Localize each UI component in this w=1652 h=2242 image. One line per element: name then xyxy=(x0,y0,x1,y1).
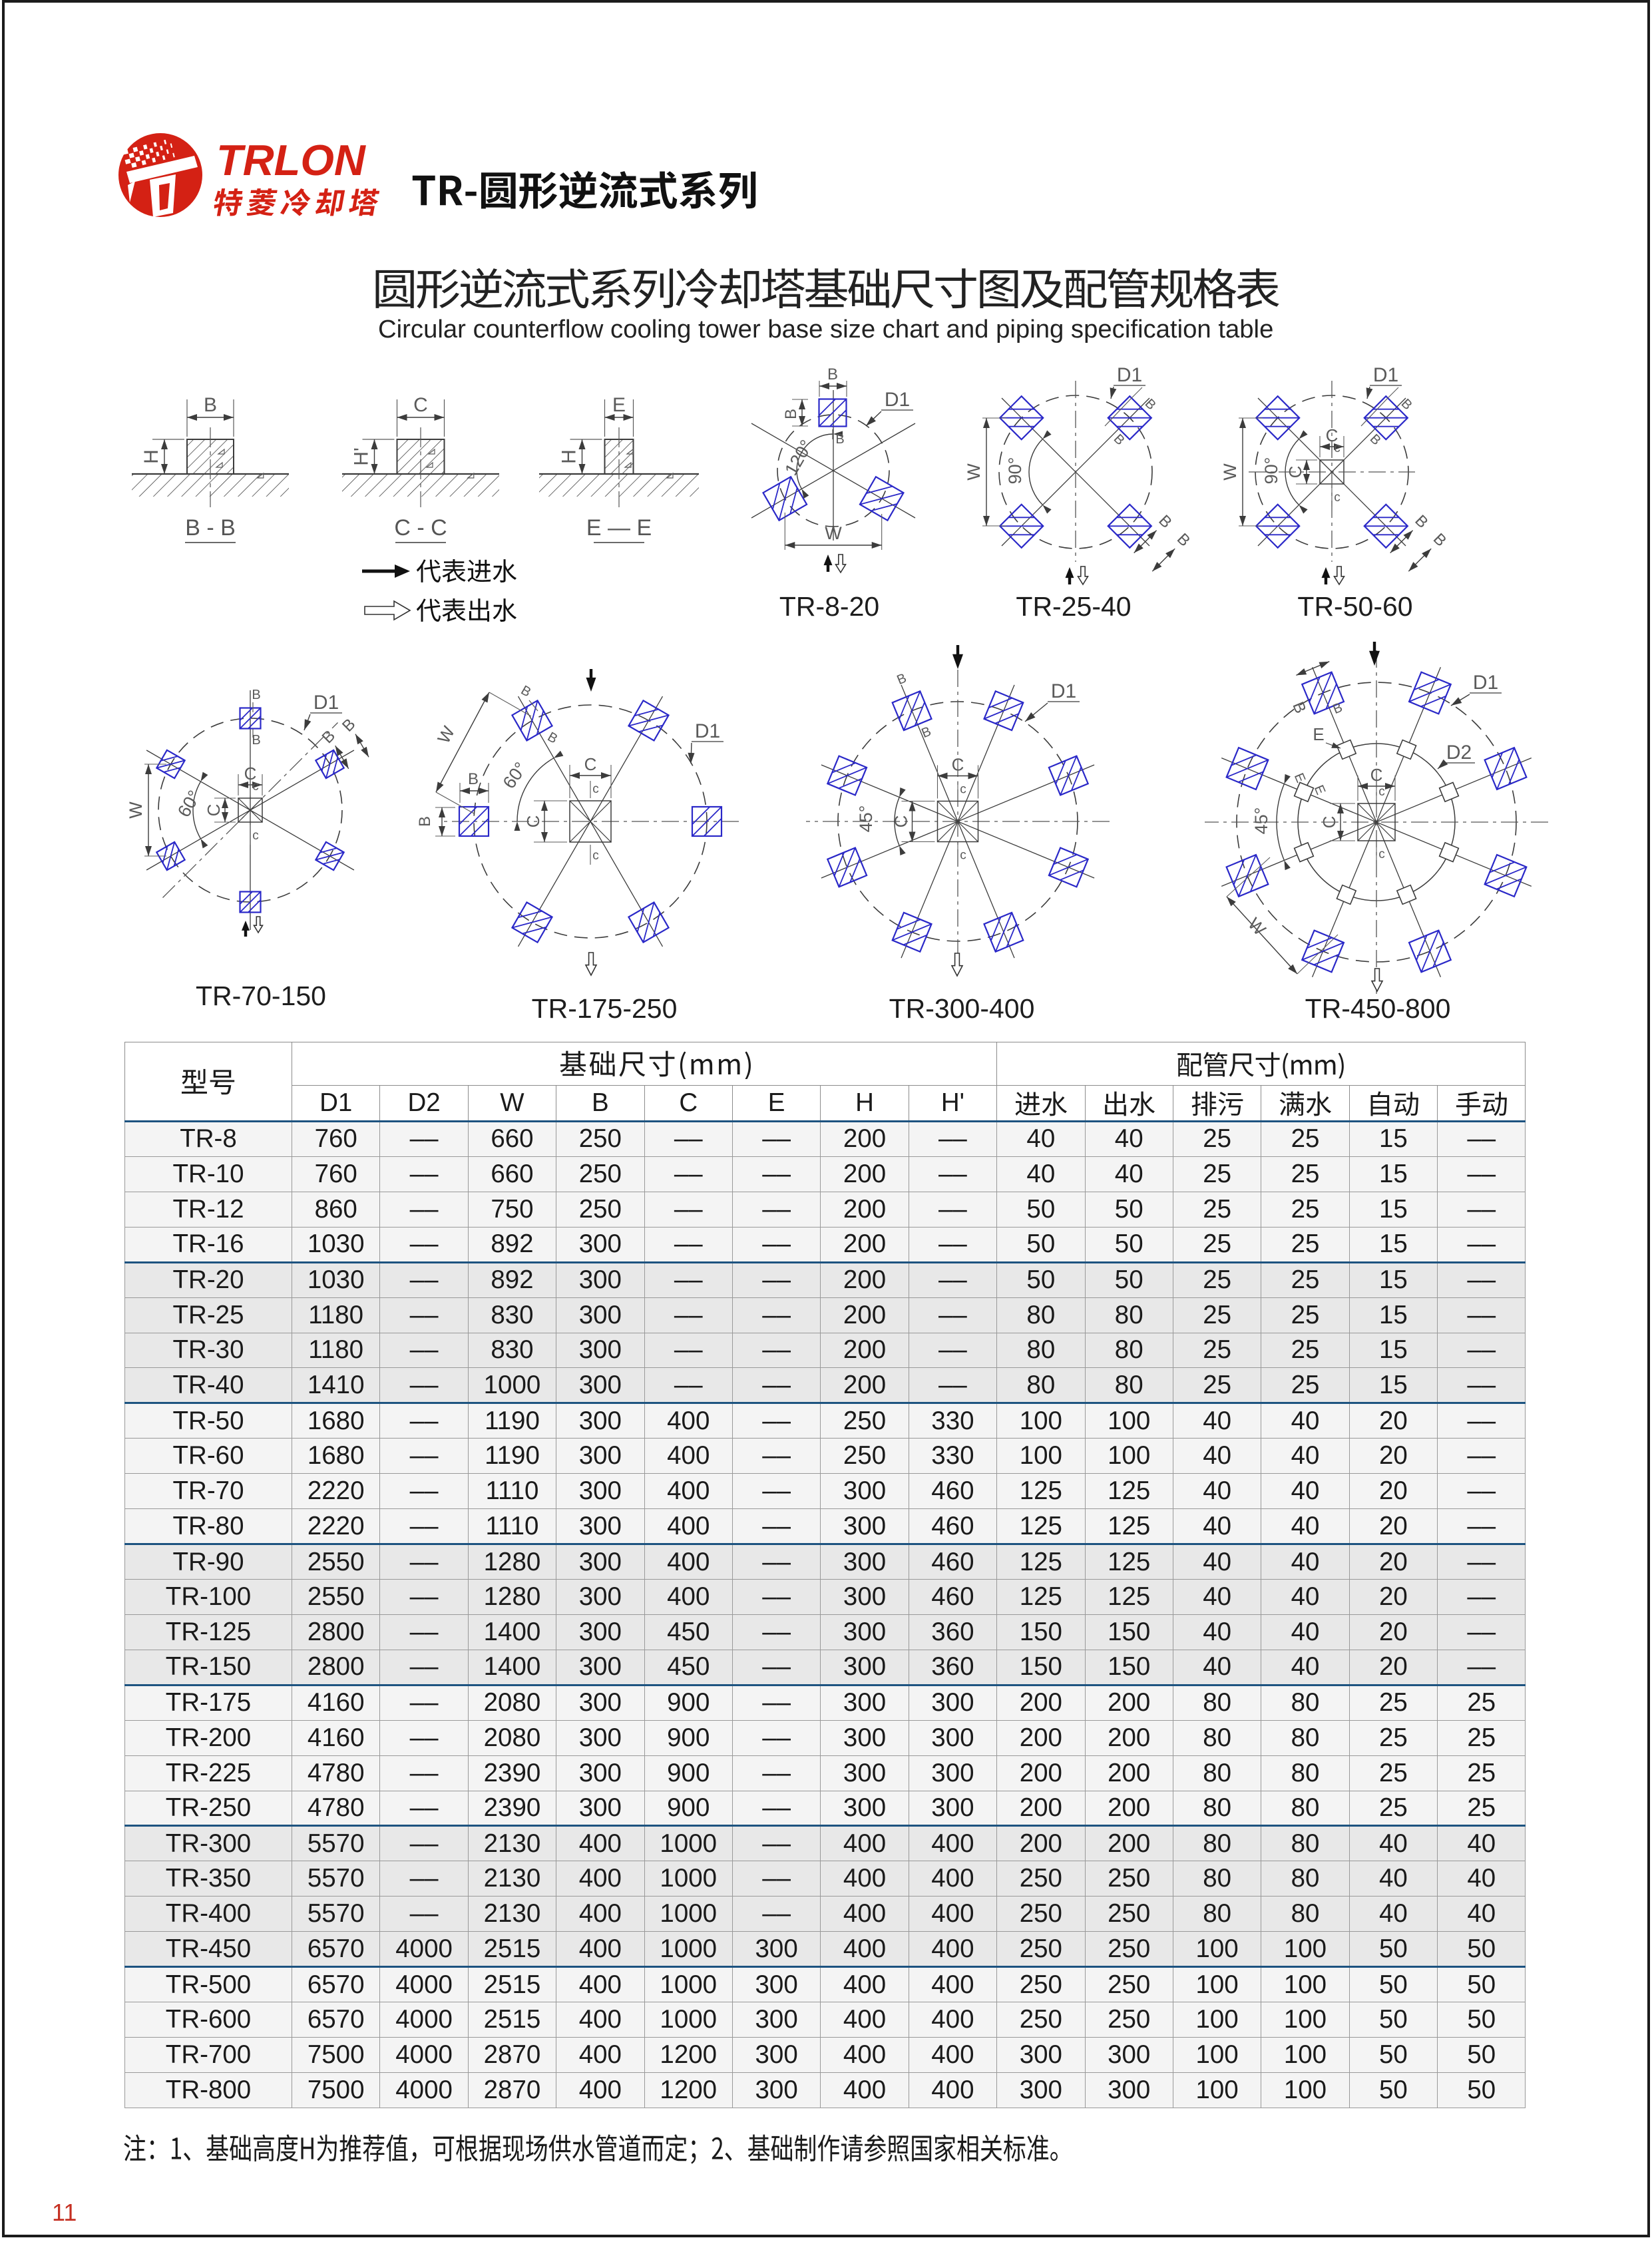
svg-text:B: B xyxy=(545,730,560,747)
svg-text:B: B xyxy=(827,365,838,383)
svg-text:B: B xyxy=(782,409,800,419)
svg-text:C: C xyxy=(1370,765,1383,785)
svg-text:C: C xyxy=(952,755,964,775)
svg-text:TR-300-400: TR-300-400 xyxy=(889,993,1035,1024)
svg-text:45°: 45° xyxy=(856,805,876,833)
svg-text:B: B xyxy=(468,770,479,788)
svg-text:W: W xyxy=(1220,463,1240,481)
svg-text:B: B xyxy=(518,683,534,700)
svg-text:45°: 45° xyxy=(1251,807,1271,835)
svg-text:W: W xyxy=(1244,914,1270,940)
svg-text:H: H xyxy=(558,449,580,464)
svg-text:B: B xyxy=(252,733,260,748)
svg-text:C: C xyxy=(204,804,224,817)
svg-text:B: B xyxy=(895,671,909,688)
svg-text:TR-8-20: TR-8-20 xyxy=(779,591,879,622)
svg-text:B: B xyxy=(319,727,339,747)
svg-text:B: B xyxy=(835,432,844,447)
svg-text:B: B xyxy=(416,816,434,827)
svg-text:c: c xyxy=(960,849,966,863)
svg-text:C - C: C - C xyxy=(394,515,447,541)
svg-text:D1: D1 xyxy=(1373,364,1398,386)
svg-text:W: W xyxy=(825,523,842,543)
svg-text:D1: D1 xyxy=(1051,680,1076,702)
svg-text:90°: 90° xyxy=(1005,457,1025,485)
svg-text:B: B xyxy=(339,715,359,735)
svg-text:c: c xyxy=(592,849,599,863)
svg-text:c: c xyxy=(252,780,259,793)
svg-text:90°: 90° xyxy=(1261,457,1281,485)
svg-text:E: E xyxy=(612,394,626,416)
svg-text:E: E xyxy=(1311,783,1328,797)
svg-text:H: H xyxy=(140,449,162,464)
svg-text:c: c xyxy=(1334,491,1341,505)
svg-text:TR-175-250: TR-175-250 xyxy=(532,993,678,1024)
svg-text:60°: 60° xyxy=(174,787,204,820)
svg-text:C: C xyxy=(891,815,911,828)
svg-text:c: c xyxy=(1334,441,1341,455)
svg-text:TR-50-60: TR-50-60 xyxy=(1297,591,1412,622)
svg-text:D1: D1 xyxy=(1117,364,1142,386)
svg-text:B: B xyxy=(1411,511,1431,531)
svg-text:C: C xyxy=(244,764,257,784)
svg-text:E: E xyxy=(1313,724,1324,744)
svg-text:W: W xyxy=(964,463,984,481)
svg-text:TR-25-40: TR-25-40 xyxy=(1016,591,1131,622)
svg-text:D1: D1 xyxy=(313,692,339,714)
svg-text:B: B xyxy=(252,688,260,702)
svg-text:W: W xyxy=(433,722,459,746)
svg-text:H': H' xyxy=(351,447,373,465)
svg-text:B: B xyxy=(1430,530,1450,550)
svg-text:B: B xyxy=(204,394,217,416)
svg-text:B - B: B - B xyxy=(185,515,236,541)
svg-text:c: c xyxy=(592,782,599,796)
svg-text:D1: D1 xyxy=(1473,672,1498,694)
svg-text:C: C xyxy=(413,394,428,416)
svg-text:D2: D2 xyxy=(1446,742,1472,764)
svg-text:c: c xyxy=(1378,785,1385,799)
svg-text:C: C xyxy=(584,754,597,774)
svg-text:c: c xyxy=(252,829,259,843)
svg-text:B: B xyxy=(1289,699,1309,716)
svg-text:B: B xyxy=(919,724,933,741)
svg-text:c: c xyxy=(1378,847,1385,861)
svg-text:B: B xyxy=(1155,511,1175,531)
svg-text:E — E: E — E xyxy=(586,515,652,541)
svg-text:c: c xyxy=(960,783,966,797)
svg-text:C: C xyxy=(523,815,543,828)
svg-text:W: W xyxy=(126,801,146,819)
svg-text:D1: D1 xyxy=(885,389,910,411)
svg-text:B: B xyxy=(1173,530,1193,550)
svg-text:C: C xyxy=(1319,816,1339,829)
svg-text:TR-450-800: TR-450-800 xyxy=(1305,993,1451,1024)
svg-text:D1: D1 xyxy=(695,720,720,742)
svg-text:TR-70-150: TR-70-150 xyxy=(196,981,326,1011)
